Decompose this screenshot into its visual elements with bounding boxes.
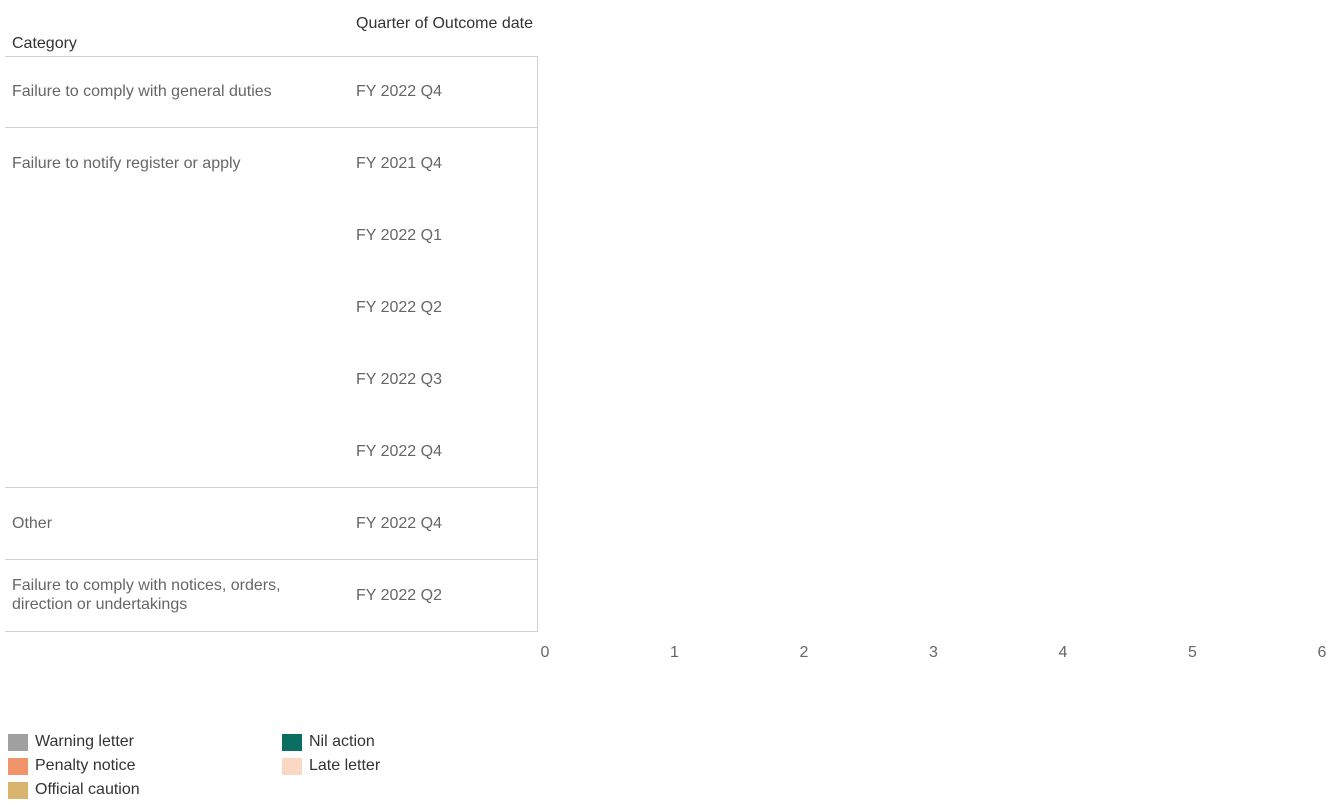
group-divider bbox=[5, 559, 538, 560]
legend-label: Penalty notice bbox=[35, 757, 136, 774]
legend-item: Penalty notice bbox=[8, 756, 136, 776]
legend-label: Official caution bbox=[35, 781, 140, 798]
quarter-label: FY 2022 Q1 bbox=[356, 227, 442, 244]
legend-item: Nil action bbox=[282, 732, 375, 752]
legend-swatch bbox=[8, 733, 28, 751]
group-divider bbox=[5, 127, 538, 128]
category-label: Failure to comply with notices, orders, … bbox=[12, 577, 281, 613]
legend-item: Official caution bbox=[8, 780, 140, 800]
x-tick-label: 3 bbox=[929, 644, 938, 661]
legend-swatch bbox=[282, 757, 302, 775]
category-label: Failure to notify register or apply bbox=[12, 155, 241, 172]
quarter-label: FY 2022 Q3 bbox=[356, 371, 442, 388]
group-divider bbox=[5, 487, 538, 488]
chart-area: 0 1 2 3 4 5 6 bbox=[541, 644, 1327, 661]
quarter-label: FY 2022 Q4 bbox=[356, 443, 442, 460]
legend-swatch bbox=[8, 781, 28, 799]
quarter-header: Quarter of Outcome date bbox=[356, 15, 533, 32]
legend-swatch bbox=[8, 757, 28, 775]
legend-label: Nil action bbox=[309, 733, 375, 750]
axis-line bbox=[537, 56, 538, 632]
x-tick-label: 1 bbox=[670, 644, 679, 661]
x-tick-label: 5 bbox=[1188, 644, 1197, 661]
category-label: Other bbox=[12, 515, 53, 532]
x-tick-label: 6 bbox=[1318, 644, 1327, 661]
quarter-label: FY 2021 Q4 bbox=[356, 155, 442, 172]
legend-label: Late letter bbox=[309, 757, 381, 774]
x-tick-label: 2 bbox=[800, 644, 809, 661]
legend-label: Warning letter bbox=[35, 733, 134, 750]
x-tick-label: 4 bbox=[1059, 644, 1068, 661]
quarter-label: FY 2022 Q4 bbox=[356, 83, 442, 100]
x-tick-label: 0 bbox=[541, 644, 550, 661]
quarter-label: FY 2022 Q4 bbox=[356, 515, 442, 532]
legend-item: Late letter bbox=[282, 756, 380, 776]
quarter-label: FY 2022 Q2 bbox=[356, 299, 442, 316]
legend-swatch bbox=[282, 733, 302, 751]
category-header: Category bbox=[12, 35, 77, 52]
bottom-divider bbox=[5, 631, 538, 632]
category-label: Failure to comply with general duties bbox=[12, 83, 272, 100]
header-divider bbox=[5, 56, 538, 57]
legend-item: Warning letter bbox=[8, 732, 134, 752]
quarter-label: FY 2022 Q2 bbox=[356, 587, 442, 604]
